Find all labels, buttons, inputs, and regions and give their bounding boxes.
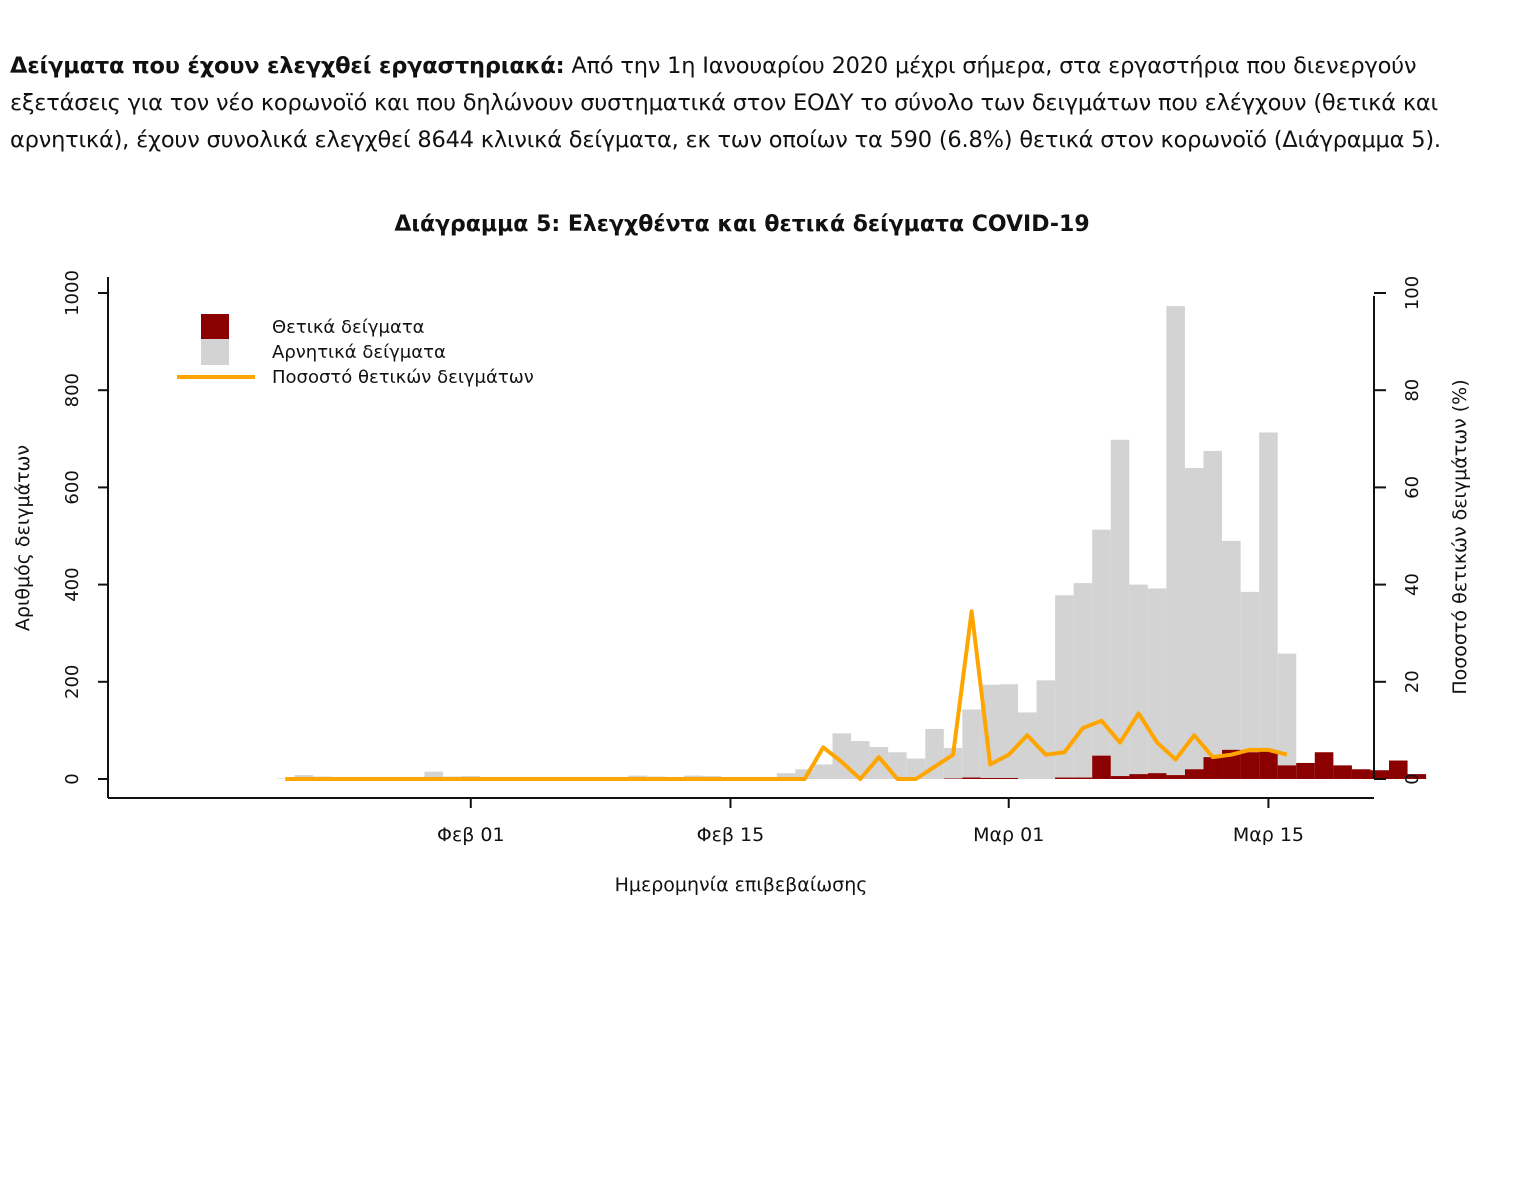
y-right-tick-label: 20 [1402,670,1423,693]
legend-swatch [201,314,229,340]
y-axis-right-label: Ποσοστό θετικών δειγμάτων (%) [1449,379,1471,694]
negative-bar [980,684,1000,779]
positive-bars [943,749,1427,779]
negative-bar [795,769,814,779]
y-tick-label: 1000 [62,270,83,316]
positive-bar [1055,777,1074,779]
positive-bar [1147,773,1167,779]
intro-body: Από την 1η Ιανουαρίου 2020 μέχρι σήμερα,… [10,53,1441,153]
positive-bar [1407,774,1427,779]
y-axis-label: Αριθμός δειγμάτων [12,445,34,631]
x-tick-label: Φεβ 15 [697,824,765,846]
positive-bar [1296,762,1315,779]
y-right-tick-label: 80 [1402,379,1423,402]
negative-bar [1259,432,1278,779]
legend: Θετικά δείγματα Αρνητικά δείγματα Ποσοστό … [177,314,534,388]
intro-lead: Δείγματα που έχουν ελεγχθεί εργαστηριακά… [10,53,565,79]
negative-bar [813,764,833,779]
chart-title: Διάγραμμα 5: Ελεγχθέντα και θετικά δείγμ… [394,212,1090,237]
positive-bar [980,778,1000,779]
positive-bar [1351,769,1371,779]
negative-bar [1147,588,1167,779]
negative-bar [1203,450,1223,779]
negative-bar [1129,584,1148,779]
legend-label: Θετικά δείγματα [272,317,425,338]
x-tick-label: Μαρ 15 [1233,824,1304,846]
positive-bar [1092,755,1111,779]
positive-bar [1389,760,1408,779]
negative-bar [888,752,907,779]
positive-bar [1240,752,1260,779]
negative-bar [925,728,944,779]
negative-bar [1184,467,1204,779]
x-tick-label: Φεβ 01 [437,824,505,846]
negative-bar [999,684,1018,779]
positive-bar [1110,776,1130,779]
positive-bar [1129,774,1148,779]
positive-bar [1333,765,1352,779]
y-right-tick-label: 100 [1402,276,1423,310]
percent-line [285,609,1288,781]
legend-label: Ποσοστό θετικών δειγμάτων [272,367,534,388]
legend-label: Αρνητικά δείγματα [272,342,446,363]
negative-bar [1092,529,1111,779]
negative-bar [1055,595,1074,779]
positive-bar [1166,775,1185,779]
y-tick-label: 0 [62,773,83,784]
negative-bar [1073,583,1093,779]
negative-bar [962,709,981,779]
positive-bar [1277,765,1297,779]
negative-bar [1036,680,1056,779]
negative-bar [1110,439,1130,779]
negative-bar [1166,306,1185,779]
y-right-tick-label: 40 [1402,573,1423,596]
intro-paragraph: Δείγματα που έχουν ελεγχθεί εργαστηριακά… [10,48,1520,159]
negative-bar [1240,591,1260,779]
negative-bar [424,771,443,779]
negative-bar [1018,712,1037,779]
positive-bar [1314,752,1334,779]
legend-swatch [201,339,229,365]
positive-bar [1203,757,1223,779]
negative-bar [1222,540,1241,779]
positive-bar [1370,770,1389,779]
y-tick-label: 200 [62,665,83,699]
positive-bar [1184,769,1204,779]
y-right-tick-label: 0 [1402,773,1423,784]
negative-bar [851,741,870,779]
positive-bar [962,777,981,779]
negative-bar [776,773,796,779]
y-right-tick-label: 60 [1402,476,1423,499]
y-tick-label: 600 [62,470,83,504]
axes: 0 200 400 600 800 1000 0 20 40 60 80 100 Φεβ 01 Φεβ 1… [62,270,1423,846]
chart: 0 200 400 600 800 1000 0 20 40 60 80 100 Φεβ 01 Φεβ 1… [12,270,1471,896]
x-axis-label: Ημερομηνία επιβεβαίωσης [615,874,868,896]
x-tick-label: Μαρ 01 [973,824,1044,846]
y-tick-label: 800 [62,373,83,407]
negative-bar [1277,653,1297,779]
positive-bar [999,778,1018,779]
y-tick-label: 400 [62,567,83,601]
negative-bar [869,746,889,779]
positive-bar [1073,777,1093,779]
positive-bar [1259,750,1278,779]
